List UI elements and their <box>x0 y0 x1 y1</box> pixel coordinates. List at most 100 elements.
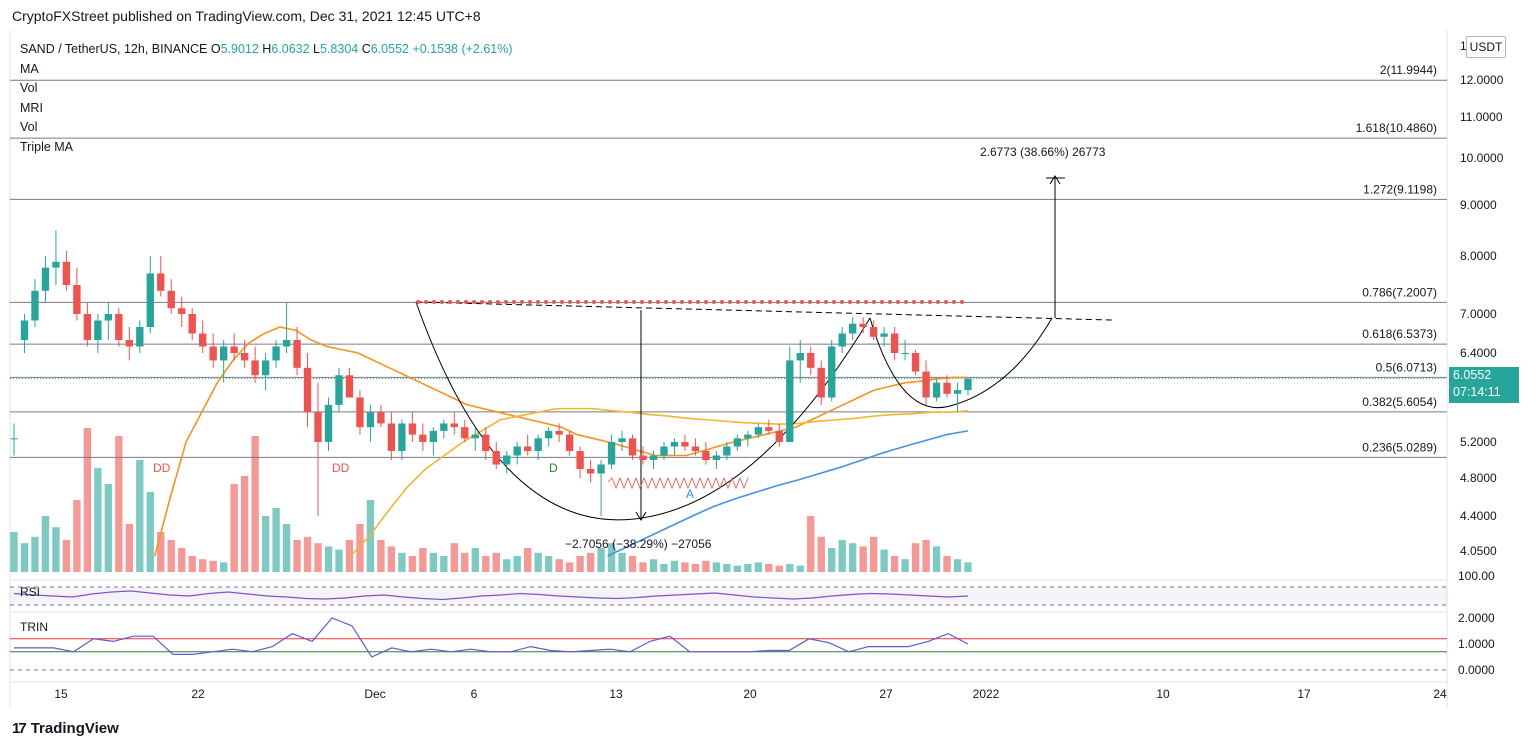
price-tick: 12.0000 <box>1460 73 1504 87</box>
time-tick: 15 <box>54 687 68 701</box>
volume-bar <box>199 559 207 572</box>
volume-bar <box>115 436 123 572</box>
candle-body <box>73 285 81 314</box>
volume-bar <box>524 548 532 572</box>
volume-bar <box>607 543 616 572</box>
resistance-dot <box>784 300 788 304</box>
candle-body <box>922 371 930 398</box>
rsi-band <box>10 587 1447 605</box>
volume-bar <box>712 562 721 572</box>
candle-body <box>649 455 658 460</box>
volume-bar <box>345 540 354 572</box>
volume-bar <box>922 540 930 572</box>
volume-bar <box>440 556 448 572</box>
candle-body <box>261 360 270 376</box>
indicator-vol[interactable]: Vol <box>20 81 38 95</box>
candle-body <box>817 367 825 398</box>
candle-body <box>576 451 584 469</box>
candle-body <box>880 333 888 337</box>
resistance-dot <box>760 300 764 304</box>
time-tick: Dec <box>364 687 385 701</box>
time-tick: 17 <box>1297 687 1311 701</box>
volume-bar <box>953 559 962 572</box>
volume-bar <box>94 468 102 572</box>
resistance-dot <box>944 300 948 304</box>
volume-bar <box>62 540 71 572</box>
price-tick: 11.0000 <box>1460 110 1503 124</box>
candle-body <box>440 423 448 431</box>
volume-bar <box>366 500 375 572</box>
candle-body <box>482 434 490 451</box>
volume-bar <box>807 516 815 572</box>
indicator-ma[interactable]: MA <box>20 61 39 76</box>
resistance-dot <box>824 300 828 304</box>
candle-body <box>188 314 196 334</box>
tradingview-brand: TradingView <box>30 720 119 737</box>
candle-body <box>869 327 878 337</box>
volume-bar <box>324 546 333 572</box>
volume-bar <box>817 536 825 572</box>
indicator-vol-2[interactable]: Vol <box>20 120 38 134</box>
price-tick: 4.8000 <box>1460 471 1497 485</box>
time-tick: 27 <box>879 687 893 701</box>
trin-tick: 0.0000 <box>1458 663 1495 677</box>
fib-label: 0.236(5.0289) <box>1362 440 1437 454</box>
candle-body <box>796 353 804 361</box>
volume-bar <box>230 484 238 572</box>
candle-body <box>660 446 668 456</box>
tradingview-logo-icon: 17 <box>12 720 27 737</box>
candle-body <box>83 314 92 340</box>
candle-body <box>932 382 941 398</box>
volume-bar <box>136 460 144 572</box>
candle-body <box>157 273 165 291</box>
resistance-dot <box>928 300 932 304</box>
currency-selector[interactable]: USDT <box>1466 36 1506 58</box>
candle-body <box>744 434 752 439</box>
tradingview-footer[interactable]: 17 TradingView <box>12 720 119 737</box>
time-tick: 2022 <box>973 687 1000 701</box>
volume-bar <box>534 552 542 572</box>
handle-curve <box>869 317 1053 409</box>
legend-symbol[interactable]: SAND / TetherUS, 12h, BINANCE <box>20 42 208 56</box>
time-tick: 22 <box>191 687 205 701</box>
legend-low-label: L <box>313 42 320 56</box>
fibonacci-levels: 2(11.9944) 1.618(10.4860) 1.272(9.1198) 0.7… <box>10 63 1447 458</box>
volume-bar <box>146 492 154 572</box>
volume-bar <box>272 508 280 572</box>
time-axis: 15 22 Dec 6 13 20 27 2022 10 17 24 <box>54 687 1447 701</box>
candle-body <box>251 360 259 376</box>
resistance-dot <box>416 300 420 304</box>
volume-bar <box>73 500 81 572</box>
volume-bar <box>702 560 710 572</box>
indicator-mri[interactable]: MRI <box>20 100 43 115</box>
moving-averages <box>153 326 969 557</box>
a-label: A <box>686 487 694 501</box>
volume-bar <box>849 543 857 572</box>
fib-label: 1.272(9.1198) <box>1363 182 1437 196</box>
candle-body <box>597 464 605 474</box>
indicator-triple-ma[interactable]: Triple MA <box>20 139 74 154</box>
trin-pane: 2.0000 1.0000 0.0000 <box>10 611 1495 677</box>
volume-bar <box>681 562 689 572</box>
candle-body <box>41 267 50 291</box>
price-tick: 4.4000 <box>1460 509 1497 523</box>
volume-bar <box>429 552 438 572</box>
volume-bar <box>586 552 595 572</box>
candle-body <box>639 455 647 460</box>
candle-body <box>272 346 280 361</box>
price-axis: 12.0000 11.0000 10.0000 9.0000 8.0000 7.0000 6… <box>1460 73 1504 558</box>
legend-high-label: H <box>262 42 272 56</box>
resistance-dot <box>464 300 468 304</box>
volume-bar <box>555 559 563 572</box>
candle-body <box>471 434 479 439</box>
trin-tick: 2.0000 <box>1458 611 1495 625</box>
cup-curve <box>415 301 871 521</box>
volume-bar <box>209 560 217 572</box>
price-tick: 4.0500 <box>1460 544 1497 558</box>
candle-body <box>20 320 29 340</box>
volume-bar <box>220 562 228 572</box>
volume-bar <box>786 564 794 572</box>
volume-bar <box>471 548 479 572</box>
volume-bar <box>387 546 396 572</box>
